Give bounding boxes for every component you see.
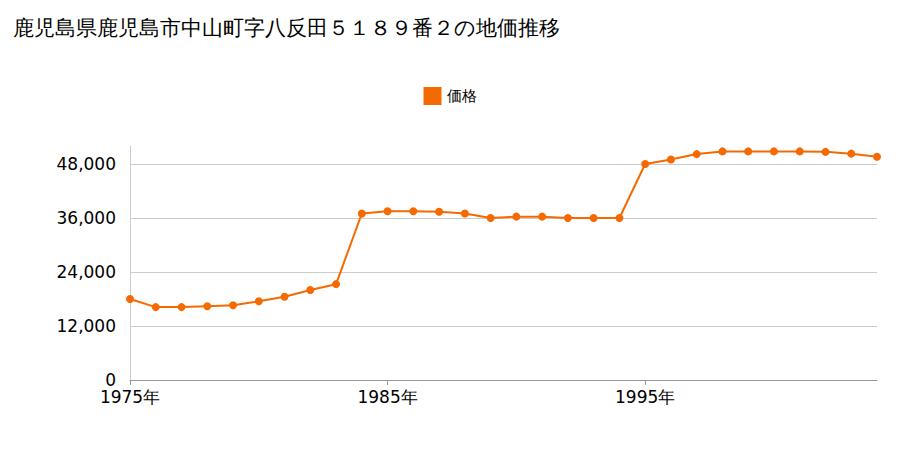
svg-text:48,000: 48,000 bbox=[57, 154, 116, 174]
svg-text:36,000: 36,000 bbox=[57, 208, 116, 228]
svg-text:0: 0 bbox=[105, 370, 116, 390]
svg-text:価格: 価格 bbox=[447, 87, 477, 105]
svg-text:24,000: 24,000 bbox=[57, 262, 116, 282]
svg-text:1985年: 1985年 bbox=[357, 387, 417, 407]
svg-text:1995年: 1995年 bbox=[615, 387, 675, 407]
svg-text:鹿児島県鹿児島市中山町字八反田５１８９番２の地価推移: 鹿児島県鹿児島市中山町字八反田５１８９番２の地価推移 bbox=[13, 16, 560, 40]
svg-text:12,000: 12,000 bbox=[57, 316, 116, 336]
svg-text:1975年: 1975年 bbox=[100, 387, 160, 407]
